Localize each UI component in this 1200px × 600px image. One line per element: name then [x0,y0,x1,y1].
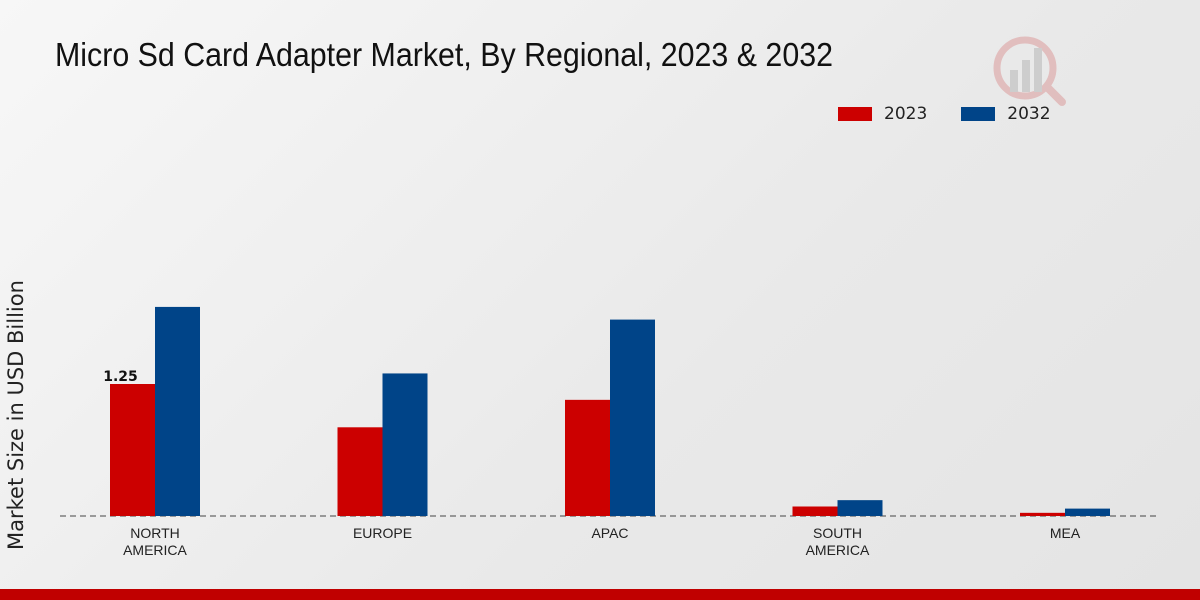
x-tick-label-4: MEA [1050,525,1081,541]
bar-2023-3 [792,506,838,516]
bar-2023-0 [110,384,155,516]
x-tick-label-0: NORTH AMERICA [123,525,187,558]
legend-item-2032: 2032 [961,104,1051,124]
legend-swatch-2023 [838,107,872,121]
footer-bar [0,589,1200,600]
x-tick-label-3: SOUTH AMERICA [806,525,870,558]
logo-icon [990,30,1070,114]
chart-title: Micro Sd Card Adapter Market, By Regiona… [55,36,833,73]
bar-2023-2 [565,399,610,516]
legend: 2023 2032 [838,104,1051,124]
bar-2032-1 [382,373,428,516]
bar-2032-2 [610,319,655,516]
legend-label-2023: 2023 [884,104,928,124]
bar-2023-1 [337,427,383,516]
bar-2032-4 [1065,508,1110,516]
x-tick-label-1: EUROPE [353,525,412,541]
legend-item-2023: 2023 [838,104,927,124]
bar-2032-3 [837,500,883,516]
legend-swatch-2032 [961,107,996,121]
bar-2023-4 [1020,512,1065,516]
legend-label-2032: 2032 [1007,104,1051,124]
bar-2032-0 [155,306,200,516]
data-label-0: 1.25 [103,369,138,385]
x-tick-label-2: APAC [591,525,628,541]
